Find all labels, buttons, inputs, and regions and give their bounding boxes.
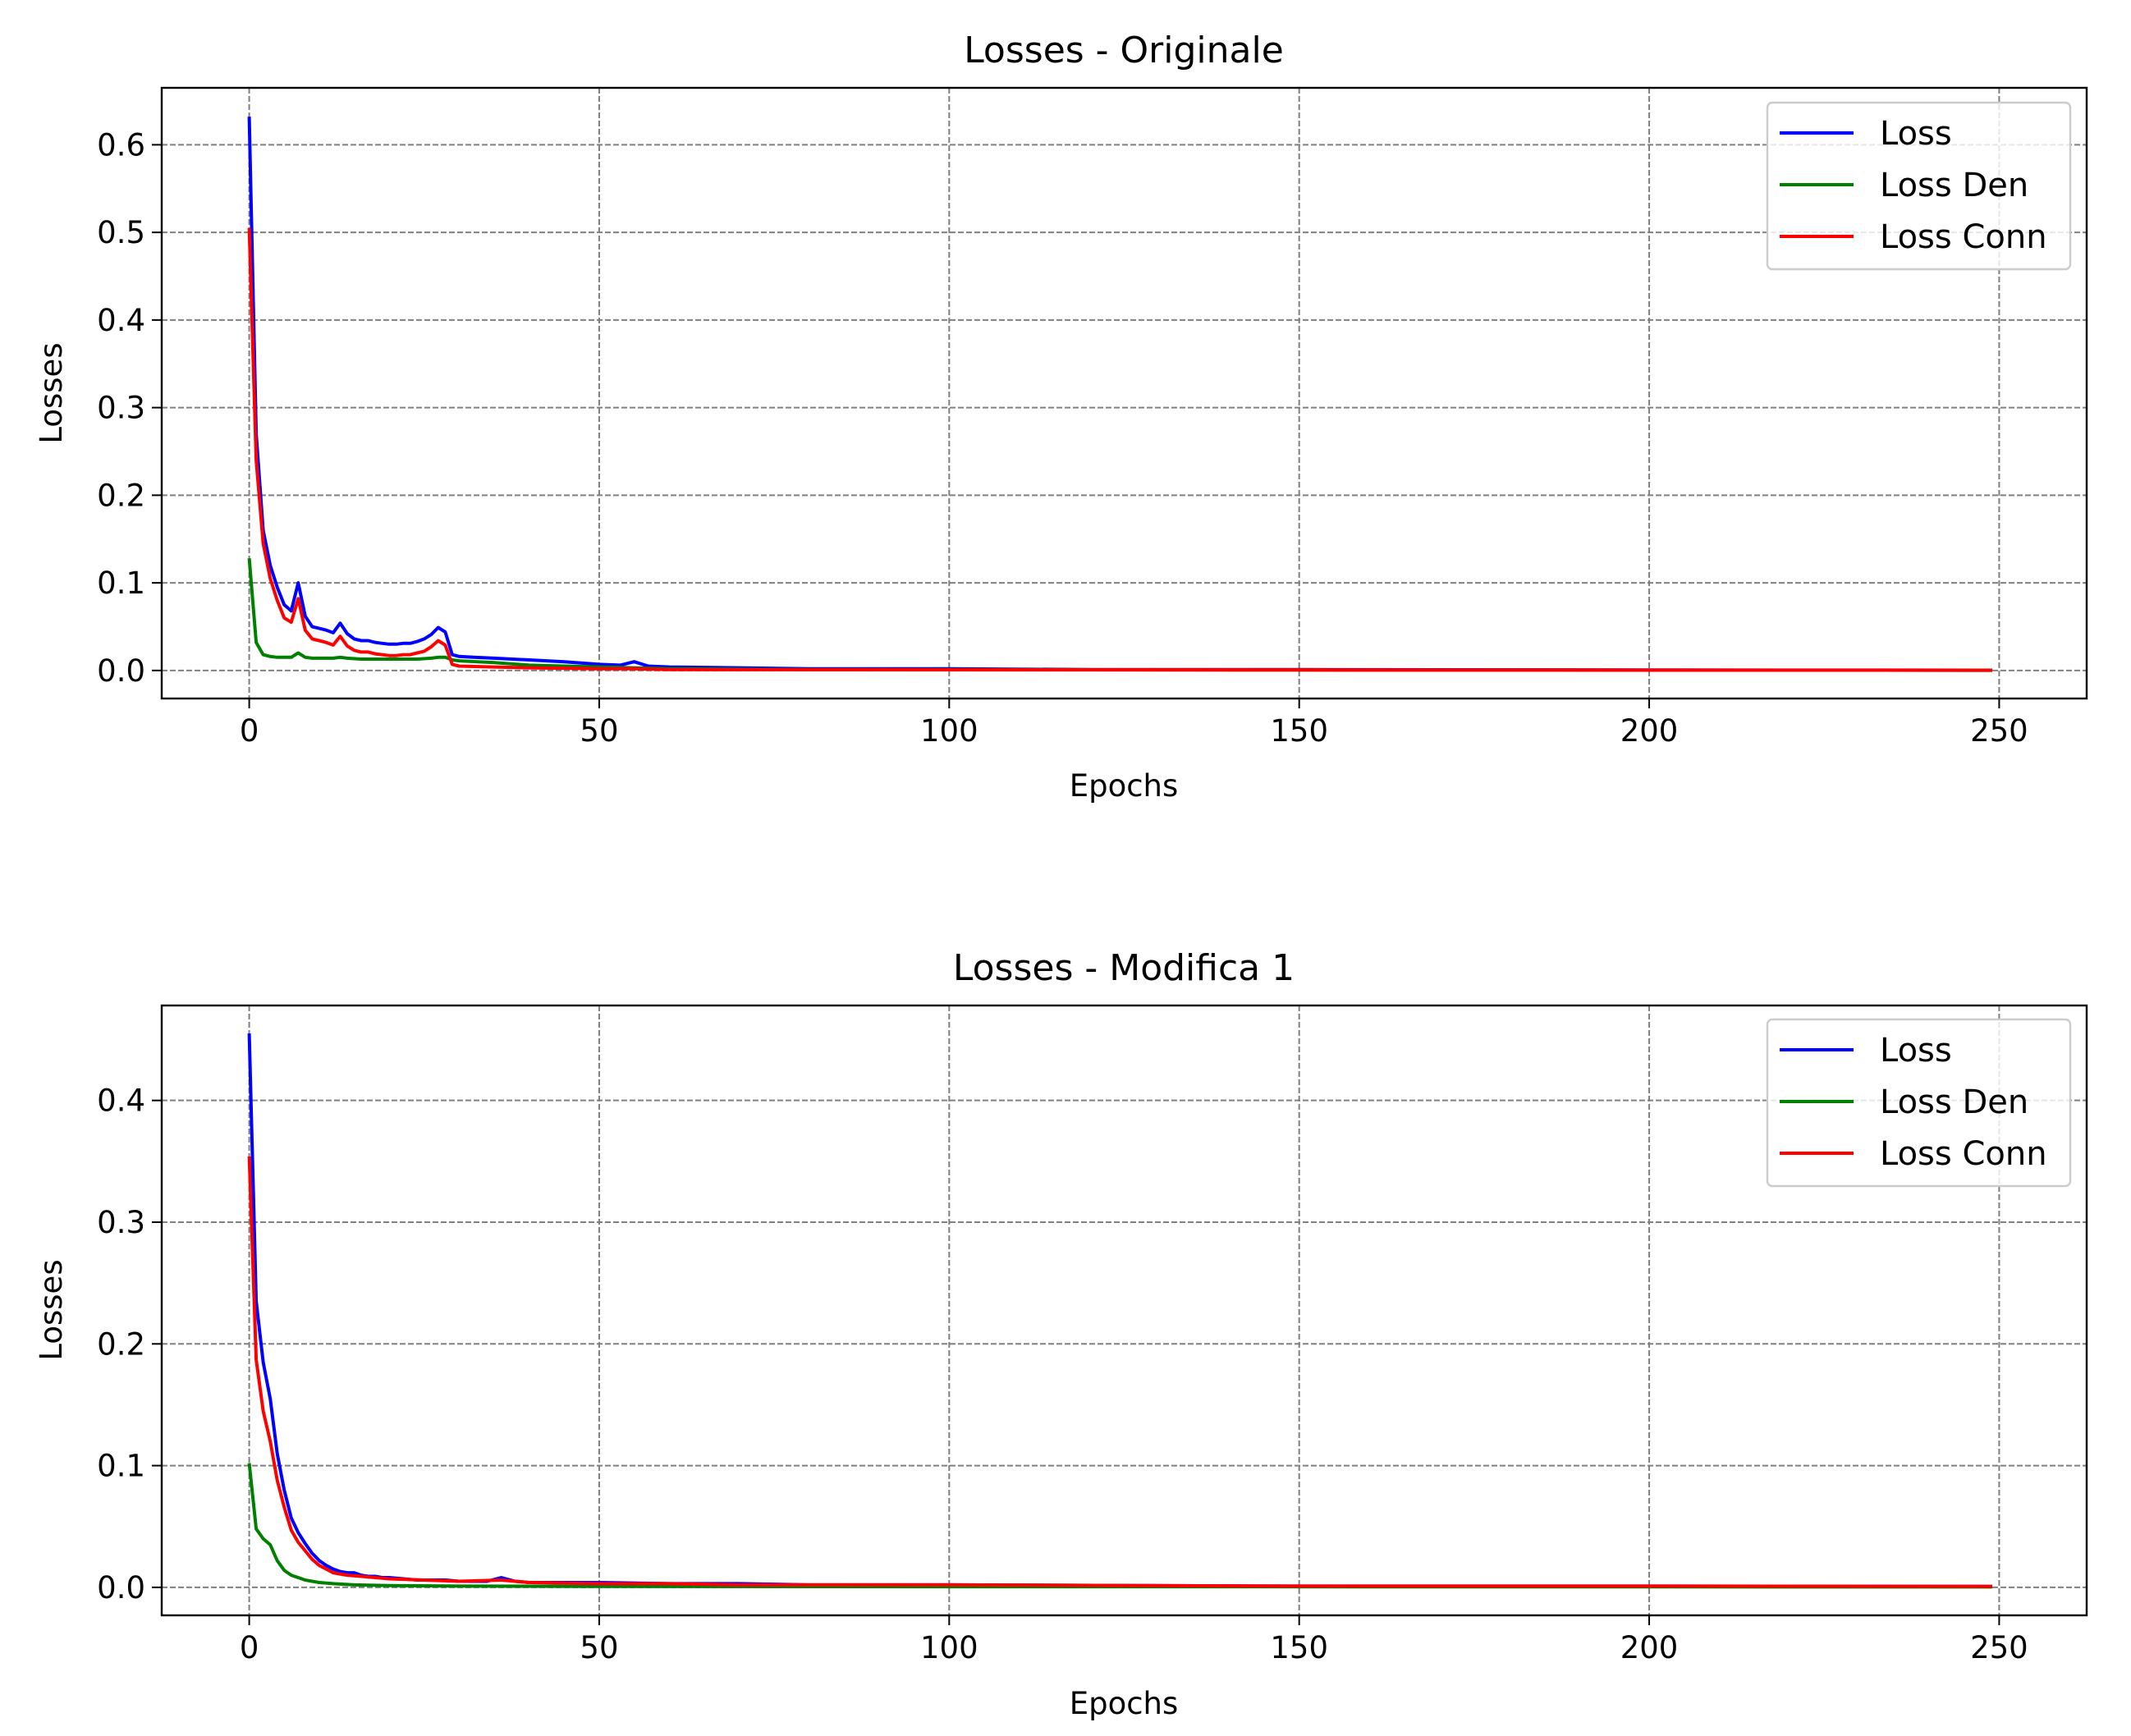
x-tick-label: 50: [580, 1630, 618, 1665]
series-line-loss: [247, 117, 1992, 672]
legend-box-2: [1766, 1018, 2072, 1188]
x-tick-label: 200: [1620, 1630, 1679, 1665]
x-tick-label: 100: [920, 1630, 978, 1665]
series-line-loss-conn: [247, 1156, 1992, 1588]
x-tick-label: 200: [1620, 713, 1679, 749]
chart-title-2: Losses - Modifica 1: [953, 947, 1295, 989]
y-tick-label: 0.1: [97, 1449, 145, 1484]
x-tick-label: 150: [1270, 713, 1328, 749]
y-tick-label: 0.1: [97, 566, 145, 601]
x-tick-label: 0: [240, 1630, 259, 1665]
y-tick-label: 0.2: [97, 1326, 145, 1362]
y-tick-label: 0.3: [97, 1205, 145, 1240]
ticks-2: 0 50 100 150 200 250 0.0 0.1 0.2 0.3 0.4: [97, 1083, 2028, 1665]
series-layer-1: [247, 117, 1992, 672]
chart-panel-1: Losses - Originale 0 50 100 150 200 250 0.0 0.1…: [34, 30, 2088, 804]
chart-panel-2: Losses - Modifica 1 0 50 100 150 200 250 0.0 0.…: [34, 947, 2088, 1721]
x-tick-label: 150: [1270, 1630, 1328, 1665]
y-tick-label: 0.2: [97, 478, 145, 513]
legend-label-loss-conn-2: Loss Conn: [1880, 1135, 2047, 1173]
legend-label-loss-den-1: Loss Den: [1880, 167, 2028, 204]
legend-label-loss-conn-1: Loss Conn: [1880, 218, 2047, 256]
plot-frame-2: [160, 1004, 2088, 1617]
legend-1: Loss Loss Den Loss Conn: [1766, 101, 2072, 271]
legend-2: Loss Loss Den Loss Conn: [1766, 1018, 2072, 1188]
series-line-loss-den: [247, 1463, 1992, 1589]
x-tick-label: 100: [920, 713, 978, 749]
y-tick-label: 0.0: [97, 1570, 145, 1605]
y-tick-label: 0.4: [97, 303, 145, 338]
x-axis-label-1: Epochs: [1070, 768, 1179, 804]
plot-frame-1: [160, 86, 2088, 700]
y-tick-label: 0.5: [97, 215, 145, 250]
y-tick-label: 0.0: [97, 653, 145, 689]
x-tick-label: 50: [580, 713, 618, 749]
x-axis-label-2: Epochs: [1070, 1686, 1179, 1721]
series-line-loss-conn: [247, 227, 1992, 672]
series-layer-2: [247, 1033, 1992, 1589]
y-tick-label: 0.3: [97, 391, 145, 426]
chart-title-1: Losses - Originale: [964, 30, 1284, 71]
legend-label-loss-den-2: Loss Den: [1880, 1083, 2028, 1121]
y-tick-label: 0.4: [97, 1083, 145, 1119]
legend-label-loss-1: Loss: [1880, 115, 1952, 153]
y-axis-label-1: Losses: [34, 342, 69, 443]
legend-label-loss-2: Loss: [1880, 1032, 1952, 1070]
ticks-1: 0 50 100 150 200 250 0.0 0.1 0.2 0.3 0.4 0.5 0.6: [97, 127, 2028, 749]
y-axis-label-2: Losses: [34, 1259, 69, 1360]
x-tick-label: 250: [1970, 713, 2028, 749]
legend-box-1: [1766, 101, 2072, 271]
x-tick-label: 250: [1970, 1630, 2028, 1665]
x-tick-label: 0: [240, 713, 259, 749]
y-tick-label: 0.6: [97, 127, 145, 163]
